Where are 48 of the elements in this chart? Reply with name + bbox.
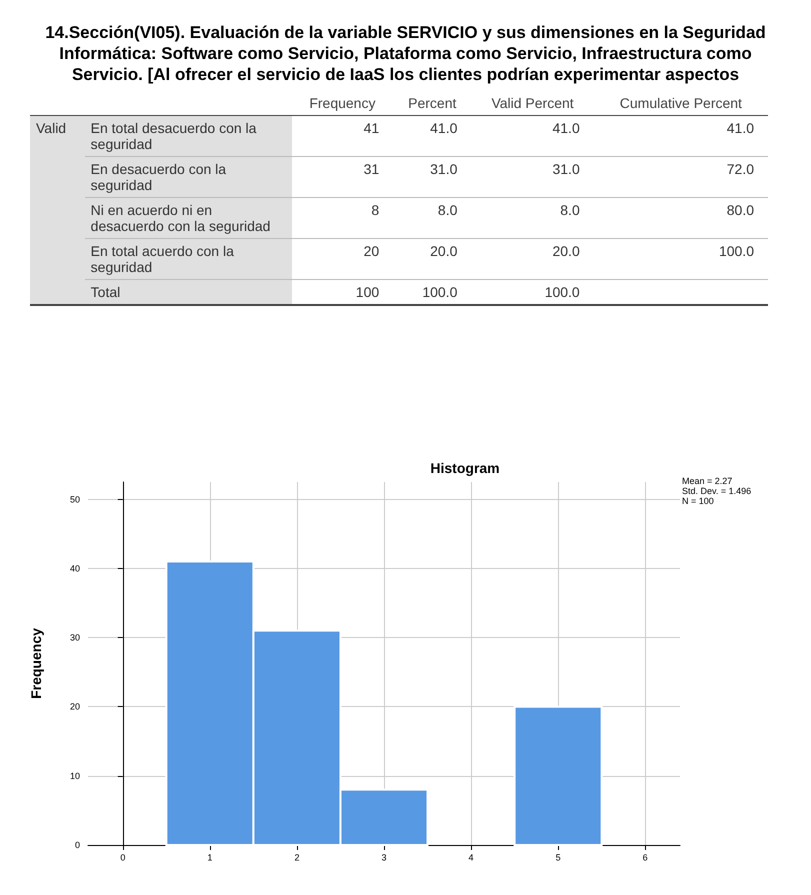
text: Total	[84, 280, 292, 305]
text: Valid	[30, 116, 85, 305]
x-tick-label: 2	[294, 852, 300, 862]
text: 100	[292, 280, 394, 305]
text: 20.0	[471, 238, 594, 280]
x-tick-label: 4	[468, 852, 474, 862]
y-tick-label: 30	[70, 632, 80, 643]
y-tick-label: 40	[70, 563, 80, 574]
x-tick-label: 3	[381, 852, 387, 862]
text: 100.0	[594, 238, 768, 280]
y-tick-label: 50	[70, 494, 80, 504]
text: Mean = 2.27	[682, 476, 732, 486]
text: 8.0	[471, 198, 594, 238]
text: 14.Sección(VI05). Evaluación de la variable SERVICIO y sus dimensiones en la Seguridad Informática: Software como Servicio, Plataforma como Servicio, Infraestructura como Servicio. [Al ofrecer el servicio de IaaS los clientes podrían experimentar aspectos	[44, 22, 767, 85]
text: En total desacuerdo con la seguridad	[84, 116, 292, 156]
text: Valid Percent	[471, 91, 594, 116]
y-tick-label: 0	[74, 840, 80, 850]
text: 41.0	[594, 116, 768, 156]
text: 100.0	[471, 280, 594, 305]
text: 80.0	[594, 198, 768, 238]
x-tick-label: 1	[207, 852, 212, 862]
x-tick-label: 6	[642, 852, 648, 862]
text: Frequency	[292, 91, 394, 116]
text: 8	[292, 198, 394, 238]
text: Percent	[393, 91, 472, 116]
text: Ni en acuerdo ni en desacuerdo con la seguridad	[84, 198, 292, 238]
text: En desacuerdo con la seguridad	[84, 156, 292, 198]
text: 41	[292, 116, 394, 156]
text: 31	[292, 156, 394, 198]
y-axis-title: Frequency	[28, 628, 44, 699]
text: 31.0	[471, 156, 594, 198]
x-tick-label: 5	[556, 852, 561, 862]
text: 20.0	[393, 238, 472, 280]
x-tick-label: 0	[120, 852, 126, 862]
text: Std. Dev. = 1.496	[682, 486, 752, 496]
text: 72.0	[594, 156, 768, 198]
y-tick-label: 10	[70, 770, 80, 781]
text: 31.0	[393, 156, 472, 198]
text: Cumulative Percent	[594, 91, 768, 116]
text: 20	[292, 238, 394, 280]
text: 8.0	[393, 198, 472, 238]
y-tick-label: 20	[70, 702, 80, 712]
text: 100.0	[393, 280, 472, 305]
text: N = 100	[682, 496, 714, 506]
text: 41.0	[393, 116, 472, 156]
text: En total acuerdo con la seguridad	[84, 238, 292, 280]
chart-title: Histogram	[430, 460, 500, 476]
text: 41.0	[471, 116, 594, 156]
